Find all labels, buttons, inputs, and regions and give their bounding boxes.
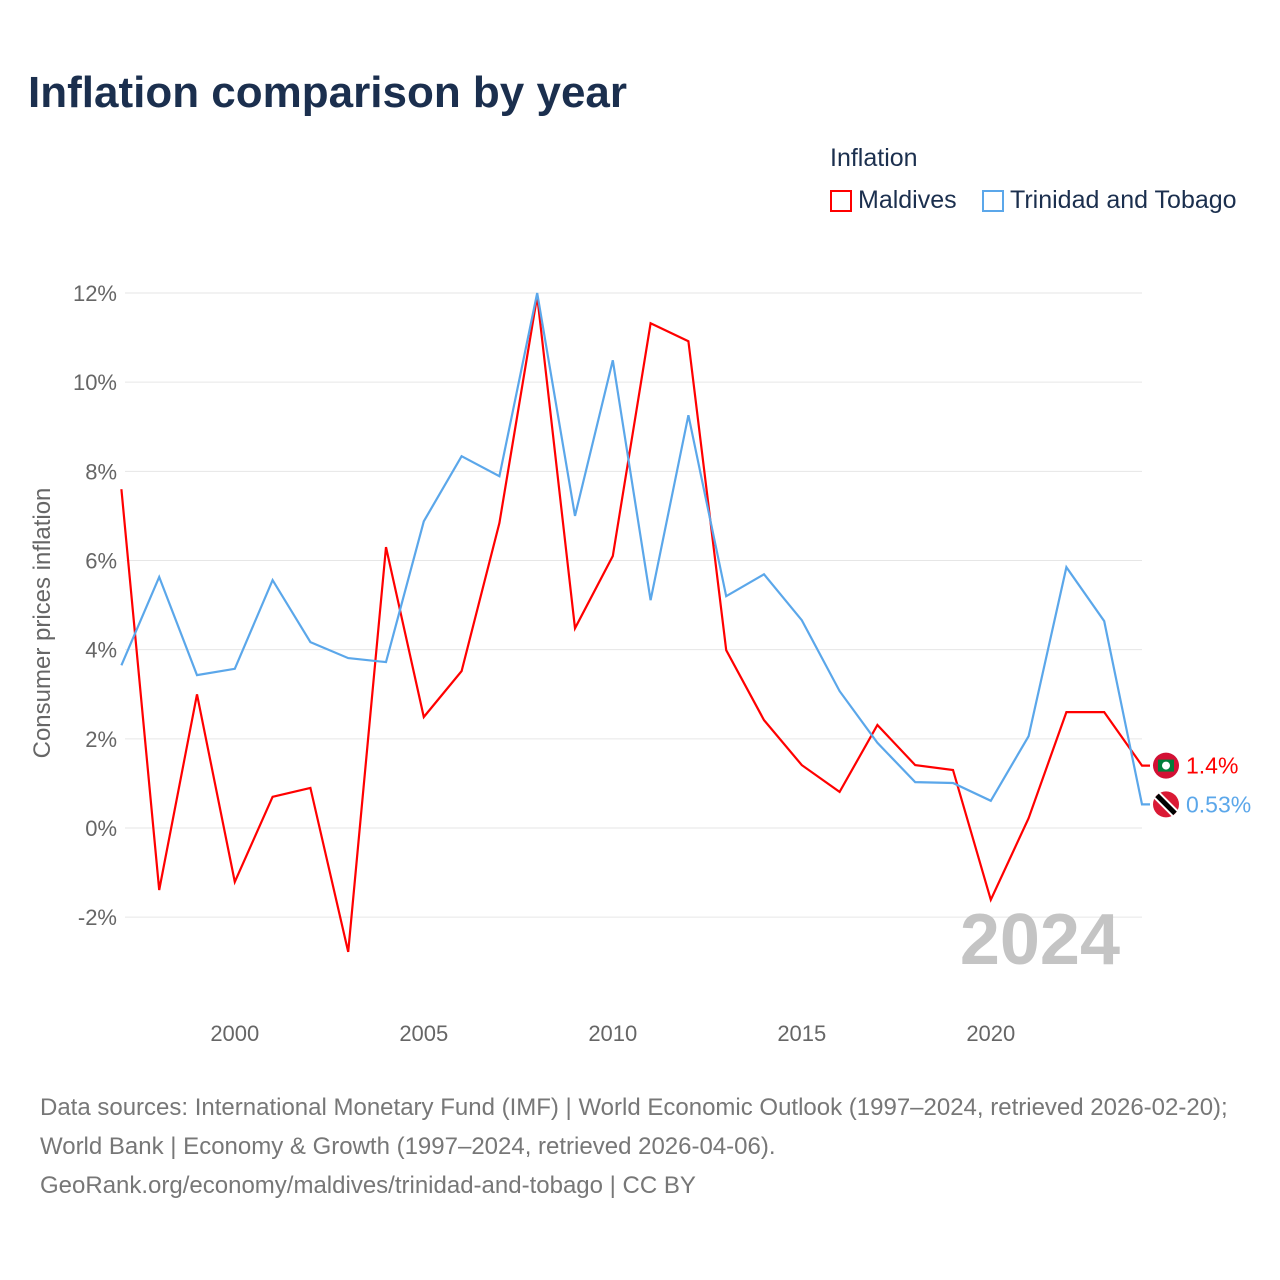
source-note: Data sources: International Monetary Fun… <box>40 1088 1250 1205</box>
legend-item-maldives[interactable]: Maldives <box>830 186 957 215</box>
y-tick-label: 8% <box>85 459 117 484</box>
legend-item-trinidad[interactable]: Trinidad and Tobago <box>982 186 1237 215</box>
legend-swatch-trinidad <box>982 189 1004 212</box>
series-line-0 <box>120 295 1150 953</box>
year-watermark: 2024 <box>960 900 1120 980</box>
y-axis-label: Consumer prices inflation <box>29 488 56 759</box>
y-tick-label: 10% <box>73 370 117 395</box>
x-tick-label: 2005 <box>399 1021 448 1046</box>
x-tick-label: 2010 <box>588 1021 637 1046</box>
x-tick-label: 2000 <box>210 1021 259 1046</box>
x-tick-label: 2015 <box>777 1021 826 1046</box>
flag-stripe <box>1155 793 1177 816</box>
source-line: Data sources: International Monetary Fun… <box>40 1094 1228 1160</box>
chart-title: Inflation comparison by year <box>28 68 628 117</box>
y-tick-label: 2% <box>85 727 117 752</box>
x-tick-label: 2020 <box>966 1021 1015 1046</box>
y-tick-label: 0% <box>85 816 117 841</box>
y-tick-label: -2% <box>78 905 117 930</box>
source-link[interactable]: GeoRank.org/economy/maldives/trinidad-an… <box>40 1172 696 1199</box>
flag-crescent <box>1162 761 1170 770</box>
y-tick-label: 4% <box>85 638 117 663</box>
end-label: 1.4% <box>1186 753 1238 779</box>
y-tick-label: 12% <box>73 281 117 306</box>
series-line-1 <box>120 292 1150 806</box>
y-tick-label: 6% <box>85 549 117 574</box>
legend-swatch-maldives <box>830 189 852 212</box>
end-label: 0.53% <box>1186 791 1251 817</box>
legend-label: Maldives <box>858 186 957 214</box>
legend-title: Inflation <box>830 144 918 172</box>
legend-label: Trinidad and Tobago <box>1010 186 1237 214</box>
